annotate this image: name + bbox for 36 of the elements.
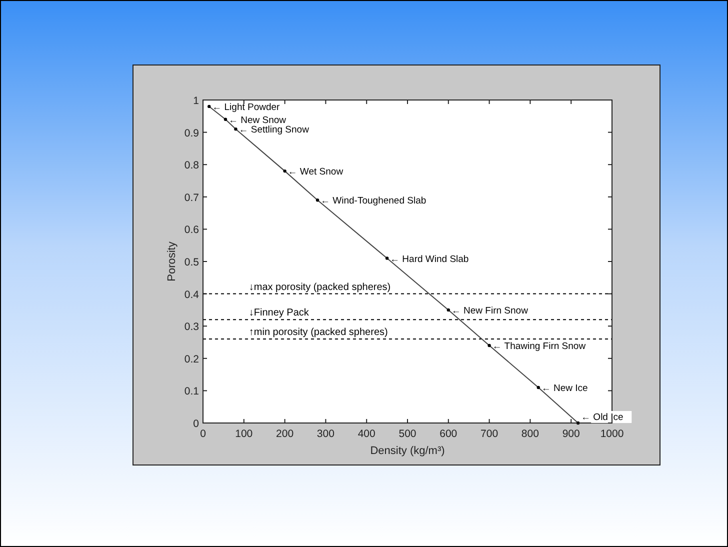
x-tick-label: 600 [440, 428, 458, 440]
y-tick-label: 0.6 [184, 224, 200, 236]
ref-line-label: ↓Finney Pack [248, 308, 310, 319]
x-axis-title: Density (kg/m³) [370, 445, 445, 457]
x-tick-label: 400 [358, 428, 376, 440]
y-tick-label: 0.5 [184, 256, 200, 268]
y-tick-label: 0.7 [184, 192, 200, 204]
x-tick-label: 700 [480, 428, 498, 440]
x-tick-label: 500 [398, 428, 416, 440]
y-tick-label: 1 [193, 95, 200, 107]
y-tick-label: 0.4 [184, 288, 200, 301]
annotation: ← Settling Snow [238, 124, 310, 136]
annotation: ← New Snow [228, 114, 286, 126]
annotation: ← New Firn Snow [451, 305, 528, 316]
x-tick-label: 100 [235, 428, 253, 440]
y-tick-label: 0.2 [184, 353, 200, 366]
x-tick-label: 900 [562, 428, 580, 440]
annotation: ← Hard Wind Slab [390, 254, 469, 265]
annotation: ← Wet Snow [288, 166, 344, 178]
y-tick-label: 0.1 [184, 386, 200, 398]
x-tick-label: 200 [276, 428, 294, 440]
annotation: ← Old Ice [581, 412, 624, 423]
x-tick-label: 300 [316, 428, 335, 440]
x-tick-label: 1000 [600, 428, 624, 440]
y-tick-label: 0.8 [184, 160, 200, 172]
annotation: ← New Ice [541, 382, 588, 394]
annotation: ← Light Powder [212, 102, 280, 113]
ref-line-label: ↓max porosity (packed spheres) [248, 282, 391, 293]
y-axis-title: Porosity [166, 241, 178, 282]
annotation: ← Wind-Toughened Slab [320, 196, 426, 207]
annotation: ← Thawing Firn Snow [492, 340, 586, 352]
ref-line-label: ↑min porosity (packed spheres) [248, 327, 388, 338]
y-tick-label: 0.9 [184, 127, 200, 140]
y-tick-label: 0.3 [184, 321, 200, 334]
y-tick-label: 0 [193, 418, 200, 430]
x-tick-label: 800 [521, 428, 540, 440]
